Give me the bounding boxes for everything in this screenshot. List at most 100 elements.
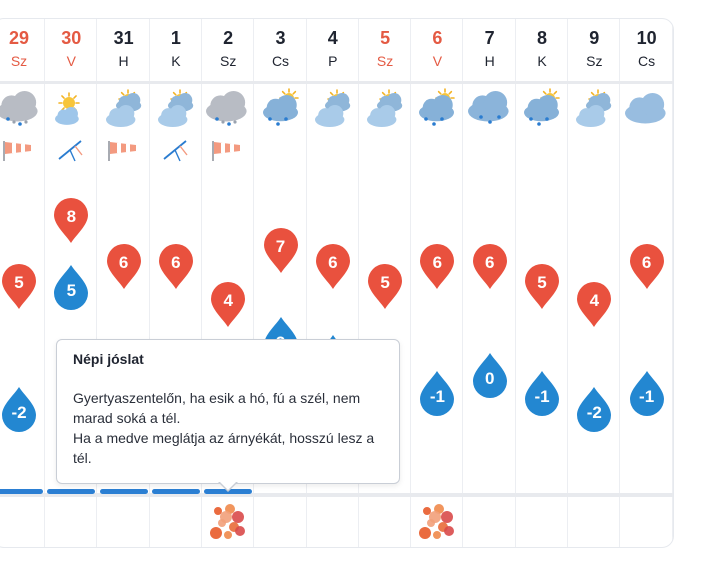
day-name: P [328,53,338,69]
day-name: V [66,53,76,69]
day-number: 7 [484,28,495,48]
tooltip-arrow-fill [219,481,237,490]
cloud-rain-icon [464,87,516,133]
max-temp-pin[interactable]: 8 [52,197,90,245]
header-divider [0,81,673,84]
max-temp-pin[interactable]: 4 [209,281,247,329]
day-name: Cs [271,53,290,69]
max-temp-pin[interactable]: 6 [628,243,666,291]
min-temp-pin[interactable]: 5 [52,263,90,311]
day-column[interactable]: 1 K 6 [150,19,202,547]
min-temp-pin[interactable]: -1 [523,369,561,417]
wind-vane-icon [53,137,87,163]
day-column[interactable]: 9 Sz 4 -2 [568,19,621,547]
day-column[interactable]: 6 V 6 -1 [411,19,464,547]
day-column[interactable]: 29 Sz 5 -2 [0,19,45,547]
day-name: K [537,53,547,69]
windsock-icon [1,137,35,163]
day-number: 3 [275,28,286,48]
day-column[interactable]: 10 Cs 6 -1 [621,19,673,547]
max-temp-value: 5 [537,273,547,292]
max-temp-value: 6 [171,253,181,272]
tooltip-title: Népi jóslat [73,351,144,367]
precipitation-bar [0,489,43,494]
max-temp-value: 5 [380,273,390,292]
day-column[interactable]: 31 H 6 [98,19,150,547]
day-name: Sz [10,53,28,69]
day-number: 6 [432,28,443,48]
min-temp-value: -1 [639,387,655,406]
day-number: 9 [589,28,600,48]
max-temp-value: 7 [275,237,286,256]
min-temp-pin[interactable]: -1 [628,369,666,417]
max-temp-value: 6 [328,253,338,272]
max-temp-pin[interactable]: 4 [575,281,613,329]
min-temp-value: -2 [11,403,27,422]
holiday-flower-icon[interactable] [417,501,457,543]
precipitation-bar [151,489,200,494]
max-temp-value: 8 [66,207,77,226]
windsock-icon [106,137,140,163]
min-temp-value: -1 [534,387,550,406]
day-name: Sz [220,53,237,69]
min-temp-pin[interactable]: 0 [471,351,509,399]
max-temp-pin[interactable]: 6 [105,243,143,291]
sun-cloud-icon [359,87,411,133]
min-temp-value: 0 [484,369,495,388]
min-temp-pin[interactable]: -1 [418,369,456,417]
folk-forecast-tooltip: Népi jóslat Gyertyaszentelőn, ha esik a … [56,339,400,484]
max-temp-value: 6 [432,253,443,272]
day-number: 1 [170,28,181,48]
tooltip-line: Gyertyaszentelőn, ha esik a hó, fú a szé… [73,390,361,406]
max-temp-value: 6 [118,253,129,272]
precipitation-bar [47,489,96,494]
min-temp-pin[interactable]: -2 [0,385,38,433]
wind-vane-icon [158,137,192,163]
sun-cloud-icon [307,87,359,133]
day-column[interactable]: 7 H 6 0 [464,19,516,547]
min-temp-pin[interactable]: -2 [575,385,613,433]
sun-cloud-icon [568,87,620,133]
precipitation-bar-row [0,489,673,497]
cloud-rain-snow-icon [202,87,254,133]
footer-divider [0,493,673,497]
precipitation-bar [99,489,148,494]
day-number: 5 [380,28,391,48]
min-temp-value: -1 [429,387,445,406]
max-temp-pin[interactable]: 6 [314,243,352,291]
partly-sunny-icon [45,87,97,133]
max-temp-pin[interactable]: 5 [366,263,404,311]
max-temp-pin[interactable]: 6 [471,243,509,291]
day-name: Sz [376,53,394,69]
sun-rain-cloud-icon [411,87,463,133]
day-name: H [118,53,129,69]
day-number: 2 [223,28,234,48]
max-temp-value: 6 [484,253,495,272]
max-temp-pin[interactable]: 6 [418,243,456,291]
holiday-flower-icon[interactable] [208,501,248,543]
max-temp-pin[interactable]: 6 [157,243,195,291]
day-name: Sz [586,53,603,69]
max-temp-pin[interactable]: 7 [262,227,300,275]
tooltip-line: tél. [73,450,92,466]
day-number: 4 [327,28,338,48]
day-column[interactable]: 8 K 5 -1 [516,19,568,547]
day-name: H [484,53,495,69]
day-number: 29 [8,28,30,48]
day-number: 31 [113,28,134,48]
day-column[interactable]: 2 Sz 4 [202,19,255,547]
sun-rain-cloud-icon [255,87,307,133]
day-column[interactable]: 30 V 8 5 [45,19,98,547]
tooltip-line: Ha a medve meglátja az árnyékát, hosszú … [73,430,375,446]
day-name: Cs [638,53,656,69]
max-temp-pin[interactable]: 5 [523,263,561,311]
windsock-icon [210,137,244,163]
day-name: K [171,53,181,69]
sun-cloud-icon [150,87,202,133]
cloud-icon [621,87,673,133]
day-number: 10 [636,28,657,48]
day-number: 30 [61,28,82,48]
day-column[interactable]: 5 Sz 5 [359,19,412,547]
max-temp-value: 5 [14,273,24,292]
max-temp-pin[interactable]: 5 [0,263,38,311]
